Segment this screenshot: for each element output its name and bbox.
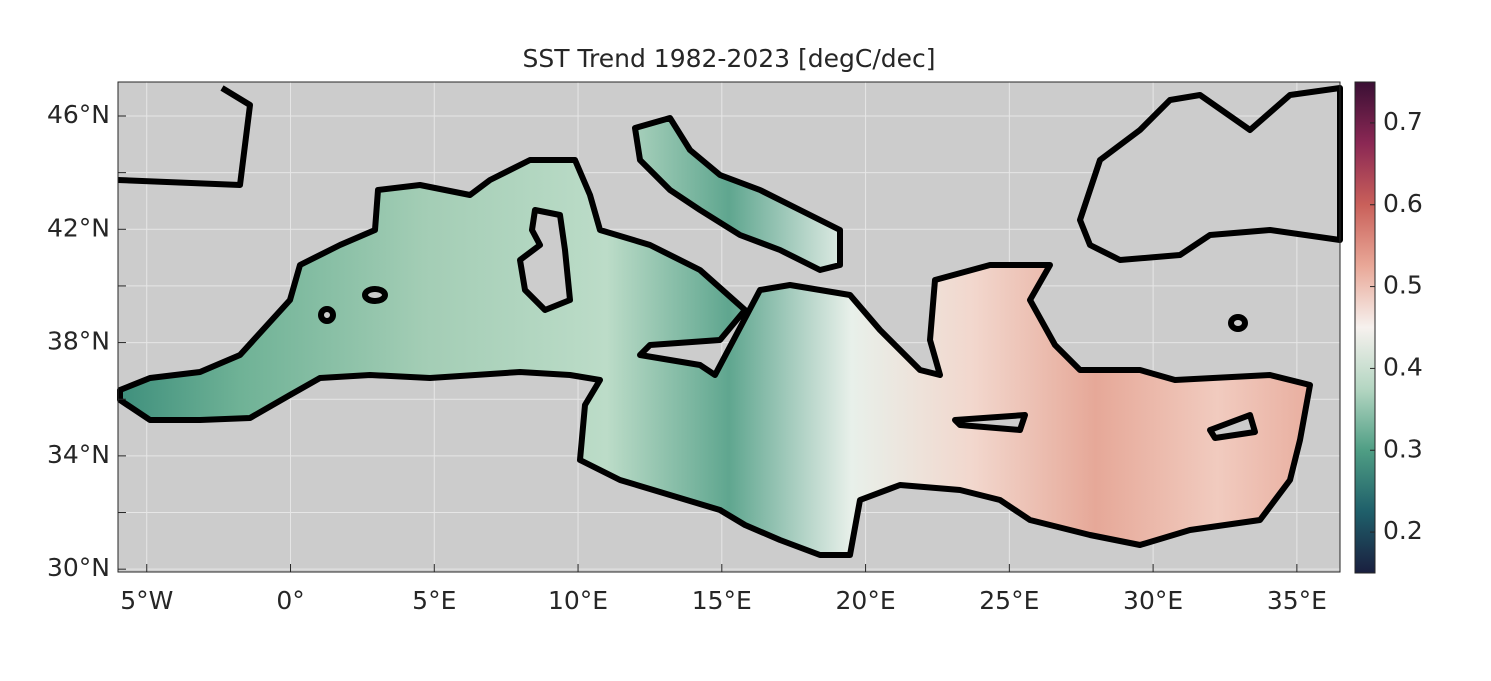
x-tick-label: 15°E bbox=[692, 586, 752, 615]
plot-frame bbox=[117, 81, 1341, 573]
x-tick-label: 30°E bbox=[1123, 586, 1183, 615]
crete bbox=[952, 412, 1028, 433]
colorbar-tick-label: 0.2 bbox=[1383, 516, 1423, 545]
balearic-island bbox=[362, 286, 388, 304]
cyprus bbox=[1207, 412, 1258, 441]
chart-title: SST Trend 1982-2023 [degC/dec] bbox=[522, 44, 935, 73]
sea bbox=[117, 85, 1343, 558]
x-tick-label: 35°E bbox=[1267, 586, 1327, 615]
colorbar-tick-label: 0.4 bbox=[1383, 352, 1423, 381]
y-tick-label: 38°N bbox=[47, 327, 110, 356]
lake bbox=[1228, 314, 1248, 332]
y-tick-label: 30°N bbox=[47, 553, 110, 582]
x-tick-label: 5°W bbox=[120, 586, 173, 615]
y-tick-label: 34°N bbox=[47, 440, 110, 469]
mediterranean-sea bbox=[117, 157, 1313, 558]
x-tick-label: 5°E bbox=[412, 586, 456, 615]
colorbar-tick-label: 0.3 bbox=[1383, 434, 1423, 463]
corsica-sardinia bbox=[517, 207, 573, 313]
x-tick-label: 10°E bbox=[548, 586, 608, 615]
balearic-island bbox=[318, 306, 336, 324]
x-tick-label: 20°E bbox=[836, 586, 896, 615]
colorbar-tick-label: 0.5 bbox=[1383, 271, 1423, 300]
x-tick-label: 0° bbox=[276, 586, 304, 615]
atlantic-coast bbox=[117, 85, 253, 188]
colorbar-tick-label: 0.7 bbox=[1383, 107, 1423, 136]
y-tick-label: 46°N bbox=[47, 100, 110, 129]
colorbar-tick-label: 0.6 bbox=[1383, 189, 1423, 218]
y-tick-label: 42°N bbox=[47, 213, 110, 242]
colorbar bbox=[1354, 81, 1376, 574]
x-tick-label: 25°E bbox=[979, 586, 1039, 615]
adriatic-sea bbox=[632, 115, 843, 273]
